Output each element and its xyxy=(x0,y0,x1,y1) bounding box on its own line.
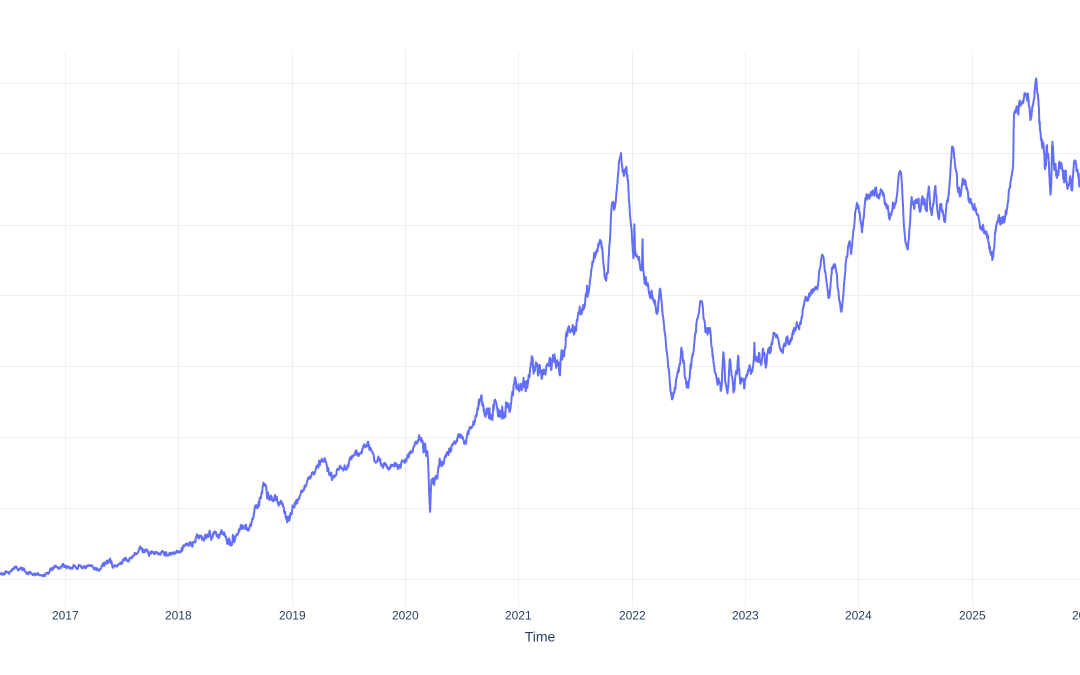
svg-text:2022: 2022 xyxy=(619,609,646,623)
svg-text:2024: 2024 xyxy=(845,609,872,623)
svg-text:2021: 2021 xyxy=(505,609,532,623)
svg-text:2020: 2020 xyxy=(392,609,419,623)
svg-text:2019: 2019 xyxy=(279,609,306,623)
svg-text:2025: 2025 xyxy=(959,609,986,623)
svg-text:2026: 2026 xyxy=(1072,609,1080,623)
svg-text:2018: 2018 xyxy=(165,609,192,623)
svg-text:Time: Time xyxy=(525,629,556,645)
svg-text:2023: 2023 xyxy=(732,609,759,623)
svg-text:2017: 2017 xyxy=(52,609,79,623)
